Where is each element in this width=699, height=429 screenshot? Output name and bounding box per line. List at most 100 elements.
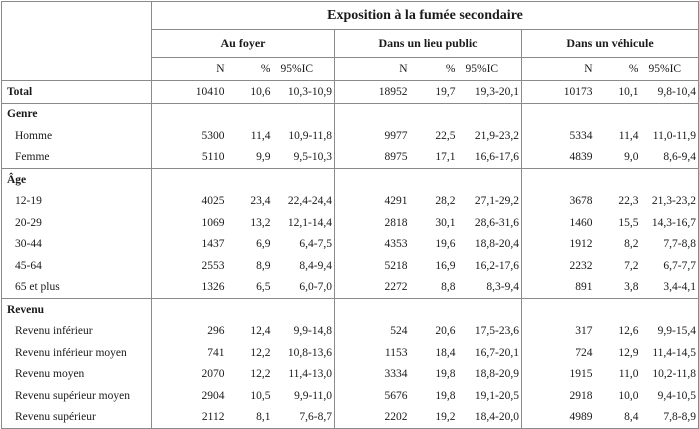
cell-foyer-ic: 11,4-13,0 <box>288 368 332 381</box>
cell-foyer-n: 2904 <box>151 385 231 407</box>
empty-cell <box>644 102 699 125</box>
empty-cell <box>461 298 522 321</box>
subheader-row: N % 95%IC N % 95%IC N % 95%IC <box>1 57 699 81</box>
section-heading-row: Revenu <box>1 298 699 321</box>
row-label: Revenu supérieur <box>15 411 96 424</box>
cell-foyer-pct: 13,2 <box>250 216 271 229</box>
cell-lieu-public-ic: 19,1-20,5 <box>474 389 519 402</box>
empty-cell <box>461 102 522 125</box>
empty-cell <box>461 168 522 191</box>
cell-lieu-public-pct: 19,8 <box>435 389 456 402</box>
group-header-lieu-public: Dans un lieu public <box>334 29 522 58</box>
cell-vehicule-pct: 9,0 <box>624 151 639 164</box>
cell-foyer-n: 1326 <box>151 276 231 299</box>
cell-vehicule-pct: 11,4 <box>618 129 639 142</box>
table-row: Revenu supérieur 2112 8,1 7,6-8,7 2202 19,2 18… <box>2 406 699 429</box>
cell-foyer-ic: 6,0-7,0 <box>299 281 332 294</box>
cell-lieu-public-n: 2272 <box>334 276 414 299</box>
row-label: Total <box>7 85 33 98</box>
cell-vehicule-pct: 12,6 <box>618 325 639 338</box>
table-row: Revenu inférieur 296 12,4 9,9-14,8 524 20,6 17… <box>2 320 699 342</box>
table-title: Exposition à la fumée secondaire <box>150 1 699 30</box>
table-row: Revenu moyen 2070 12,2 11,4-13,0 3334 19,8 18,… <box>2 363 699 385</box>
cell-vehicule-ic: 7,7-8,8 <box>663 238 697 251</box>
cell-vehicule-pct: 7,2 <box>624 259 639 272</box>
empty-cell <box>276 168 335 191</box>
cell-lieu-public-ic: 18,8-20,9 <box>474 368 519 381</box>
cell-lieu-public-n: 4291 <box>334 190 414 212</box>
row-label: Femme <box>15 151 50 164</box>
section-heading: Revenu <box>1 298 152 321</box>
cell-lieu-public-pct: 19,8 <box>435 368 456 381</box>
cell-lieu-public-ic: 16,7-20,1 <box>474 346 519 359</box>
row-label: 30-44 <box>15 238 42 251</box>
empty-cell <box>276 102 335 125</box>
cell-vehicule-n: 4839 <box>521 146 599 169</box>
stub-header <box>2 30 152 58</box>
cell-foyer-pct: 10,6 <box>250 85 271 98</box>
row-label: Revenu moyen <box>15 368 85 381</box>
cell-foyer-ic: 9,5-10,3 <box>293 151 332 164</box>
cell-vehicule-ic: 9,4-10,5 <box>657 389 697 402</box>
subheader-n: N <box>151 57 231 81</box>
cell-vehicule-ic: 8,6-9,4 <box>663 151 697 164</box>
empty-cell <box>151 168 231 191</box>
empty-cell <box>151 102 231 125</box>
cell-lieu-public-n: 1153 <box>334 342 414 364</box>
row-label: Revenu inférieur <box>15 325 93 338</box>
cell-lieu-public-pct: 19,7 <box>435 85 456 98</box>
cell-vehicule-ic: 6,7-7,7 <box>663 259 697 272</box>
empty-cell <box>334 168 414 191</box>
cell-lieu-public-ic: 18,4-20,0 <box>474 411 519 424</box>
section-heading-row: Genre <box>1 102 699 125</box>
cell-vehicule-pct: 12,9 <box>618 346 639 359</box>
empty-cell <box>598 298 645 321</box>
table-row: 12-19 4025 23,4 22,4-24,4 4291 28,2 27,1-29,2 3… <box>2 190 699 212</box>
empty-cell <box>230 168 277 191</box>
cell-vehicule-n: 5334 <box>521 125 599 147</box>
cell-foyer-pct: 12,4 <box>250 325 271 338</box>
cell-lieu-public-pct: 19,2 <box>435 411 456 424</box>
cell-vehicule-pct: 22,3 <box>618 195 639 208</box>
row-label: Revenu inférieur moyen <box>15 346 127 359</box>
cell-foyer-ic: 8,4-9,4 <box>299 259 332 272</box>
cell-lieu-public-ic: 28,6-31,6 <box>474 216 519 229</box>
cell-vehicule-ic: 7,8-8,9 <box>663 411 697 424</box>
row-label: 65 et plus <box>15 281 60 294</box>
cell-vehicule-ic: 9,9-15,4 <box>657 325 697 338</box>
cell-vehicule-ic: 3,4-4,1 <box>663 281 697 294</box>
empty-cell <box>598 102 645 125</box>
subheader-n: N <box>334 57 414 81</box>
empty-cell <box>413 102 462 125</box>
cell-foyer-n: 1069 <box>151 212 231 234</box>
cell-foyer-ic: 10,3-10,9 <box>287 85 332 98</box>
group-header-vehicule: Dans un véhicule <box>520 29 699 58</box>
cell-lieu-public-n: 3334 <box>334 363 414 385</box>
cell-lieu-public-pct: 30,1 <box>435 216 456 229</box>
empty-cell <box>413 168 462 191</box>
cell-foyer-n: 2070 <box>151 363 231 385</box>
cell-foyer-ic: 9,9-14,8 <box>293 325 332 338</box>
cell-foyer-n: 2112 <box>151 406 231 429</box>
cell-vehicule-n: 4989 <box>521 406 599 429</box>
table-row: 65 et plus 1326 6,5 6,0-7,0 2272 8,8 8,3-9,4 89… <box>2 276 699 299</box>
subheader-ic: 95%IC <box>644 57 699 81</box>
cell-vehicule-pct: 10,0 <box>618 389 639 402</box>
cell-lieu-public-n: 2202 <box>334 406 414 429</box>
row-label: Homme <box>15 129 53 142</box>
cell-lieu-public-pct: 20,6 <box>435 325 456 338</box>
stub-header <box>1 57 152 81</box>
table-row: 20-29 1069 13,2 12,1-14,4 2818 30,1 28,6-31,6 1… <box>2 212 699 234</box>
cell-lieu-public-n: 18952 <box>334 80 414 103</box>
cell-vehicule-ic: 11,4-14,5 <box>652 346 697 359</box>
cell-vehicule-n: 1912 <box>521 233 599 255</box>
cell-lieu-public-ic: 27,1-29,2 <box>474 195 519 208</box>
cell-lieu-public-ic: 18,8-20,4 <box>474 238 519 251</box>
cell-vehicule-pct: 15,5 <box>618 216 639 229</box>
cell-vehicule-n: 724 <box>521 342 599 364</box>
cell-foyer-pct: 10,5 <box>250 389 271 402</box>
cell-vehicule-pct: 10,1 <box>618 85 639 98</box>
cell-foyer-n: 2553 <box>151 255 231 277</box>
title-row: Exposition à la fumée secondaire <box>2 1 699 30</box>
